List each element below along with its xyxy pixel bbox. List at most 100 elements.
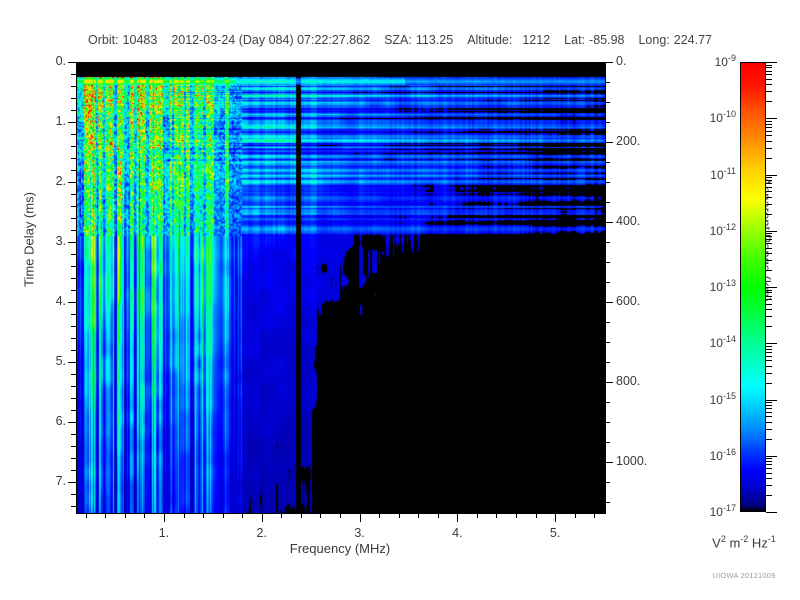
y-tick-left <box>71 218 76 219</box>
colorbar-minor-tick <box>766 204 772 205</box>
colorbar-minor-tick <box>766 299 772 300</box>
x-tick <box>320 513 321 518</box>
colorbar-minor-tick <box>766 352 772 353</box>
y-tick-left <box>68 482 76 483</box>
header-altitude: Altitude: 1212 <box>467 33 550 47</box>
x-tick <box>262 513 263 522</box>
header-datetime: 2012-03-24 (Day 084) 07:22:27.862 <box>171 33 371 47</box>
colorbar-major-tick <box>766 175 777 176</box>
colorbar-tick-label: 10-9 <box>714 53 736 69</box>
cb-units-m: m <box>725 535 741 551</box>
colorbar-minor-tick <box>766 495 772 496</box>
y-tick-right <box>605 142 613 143</box>
x-tick <box>496 513 497 518</box>
colorbar-minor-tick <box>766 270 772 271</box>
x-tick-label: 5. <box>549 526 561 540</box>
y-tick-left <box>71 326 76 327</box>
x-tick <box>281 513 282 518</box>
header-lat-label: Lat: <box>564 33 586 47</box>
colorbar-minor-tick <box>766 71 772 72</box>
y-tick-left <box>71 110 76 111</box>
colorbar-minor-tick <box>766 101 772 102</box>
x-tick <box>399 513 400 518</box>
y-tick-left <box>71 386 76 387</box>
y-tick-label-right: 600. <box>616 294 641 308</box>
colorbar-minor-tick <box>766 485 772 486</box>
y-tick-left <box>68 302 76 303</box>
colorbar-tick-label: 10-16 <box>709 447 736 463</box>
y-tick-right <box>605 102 610 103</box>
header-lat: Lat: -85.98 <box>564 33 624 47</box>
colorbar-minor-tick <box>766 197 772 198</box>
y-tick-left <box>71 98 76 99</box>
colorbar-minor-tick <box>766 309 772 310</box>
x-tick <box>438 513 439 518</box>
y-axis-title-left: Time Delay (ms) <box>21 192 37 287</box>
x-tick <box>555 513 556 522</box>
x-tick-label: 3. <box>354 526 365 540</box>
x-tick <box>125 513 126 518</box>
colorbar-tick-label: 10-10 <box>709 109 736 125</box>
y-tick-left <box>71 374 76 375</box>
y-tick-left <box>71 170 76 171</box>
colorbar-minor-tick <box>766 402 772 403</box>
y-tick-right <box>605 202 610 203</box>
y-tick-label-left: 6. <box>55 414 66 428</box>
header-info-bar: Orbit: 10483 2012-03-24 (Day 084) 07:22:2… <box>0 30 800 50</box>
header-altitude-value: 1212 <box>522 33 551 47</box>
y-tick-left <box>68 62 76 63</box>
y-tick-left <box>71 458 76 459</box>
colorbar-minor-tick <box>766 177 772 178</box>
colorbar-minor-tick <box>766 260 772 261</box>
header-altitude-label: Altitude: <box>467 33 513 47</box>
y-tick-left <box>71 86 76 87</box>
y-tick-right <box>605 462 613 463</box>
header-long: Long: 224.77 <box>638 33 712 47</box>
y-tick-right <box>605 362 610 363</box>
colorbar-minor-tick <box>766 191 772 192</box>
y-tick-left <box>71 206 76 207</box>
y-tick-right <box>605 502 610 503</box>
x-tick <box>360 513 361 522</box>
colorbar-tick-label: 10-12 <box>709 222 736 238</box>
y-tick-label-left: 3. <box>55 234 66 248</box>
y-tick-right <box>605 82 610 83</box>
header-sza-value: 113.25 <box>415 33 454 47</box>
colorbar-minor-tick <box>766 187 772 188</box>
colorbar-minor-tick <box>766 439 772 440</box>
x-tick-label: 4. <box>452 526 463 540</box>
y-tick-label-right: 0. <box>616 54 627 68</box>
colorbar-minor-tick <box>766 236 772 237</box>
colorbar-major-tick <box>766 62 777 63</box>
y-tick-right <box>605 242 610 243</box>
x-tick <box>184 513 185 518</box>
y-tick-left <box>68 422 76 423</box>
colorbar-minor-tick <box>766 248 772 249</box>
y-tick-label-right: 200. <box>616 134 641 148</box>
y-tick-left <box>71 254 76 255</box>
colorbar-minor-tick <box>766 416 772 417</box>
cb-units-v-exp: 2 <box>720 534 726 544</box>
header-orbit-value: 10483 <box>122 33 158 47</box>
colorbar-minor-tick <box>766 67 772 68</box>
y-tick-right <box>605 162 610 163</box>
x-tick-label: 2. <box>256 526 267 540</box>
colorbar-minor-tick <box>766 290 772 291</box>
y-tick-left <box>71 446 76 447</box>
y-tick-left <box>71 230 76 231</box>
colorbar-minor-tick <box>766 141 772 142</box>
colorbar-minor-tick <box>766 304 772 305</box>
y-tick-label-left: 5. <box>55 354 66 368</box>
x-tick <box>575 513 576 518</box>
x-tick <box>164 513 165 522</box>
y-tick-left <box>71 134 76 135</box>
colorbar-tick-label: 10-13 <box>709 278 736 294</box>
header-orbit-label: Orbit: <box>87 33 119 47</box>
y-tick-label-right: 400. <box>616 214 641 228</box>
y-tick-right <box>605 322 610 323</box>
y-tick-label-left: 4. <box>55 294 66 308</box>
x-tick <box>86 513 87 518</box>
y-tick-right <box>605 342 610 343</box>
colorbar-minor-tick <box>766 464 772 465</box>
y-tick-left <box>71 338 76 339</box>
